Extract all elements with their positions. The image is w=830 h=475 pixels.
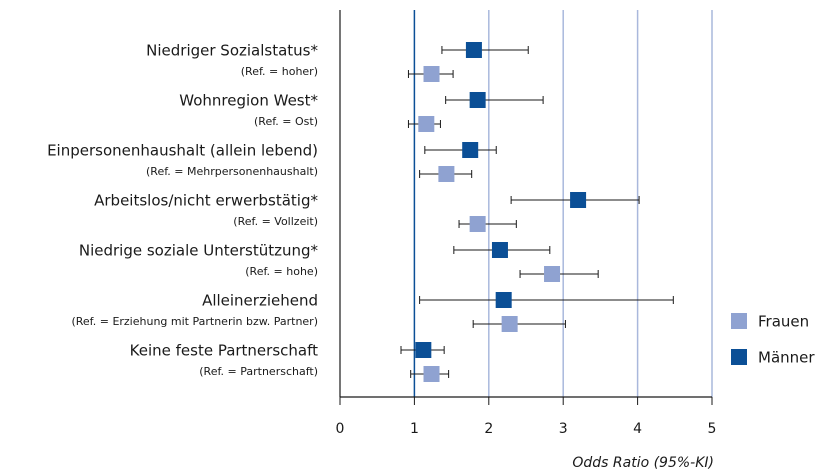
x-tick-label: 3 — [559, 421, 568, 437]
marker — [469, 92, 486, 108]
x-axis-label: Odds Ratio (95%-KI) — [572, 455, 714, 471]
marker — [491, 242, 508, 258]
marker — [438, 166, 455, 182]
marker — [495, 292, 512, 308]
category-subtitle: (Ref. = Ost) — [254, 115, 318, 128]
category-subtitle: (Ref. = Mehrpersonenhaushalt) — [146, 165, 318, 178]
category-subtitle: (Ref. = Erziehung mit Partnerin bzw. Par… — [71, 315, 318, 328]
marker — [544, 266, 561, 282]
marker — [415, 342, 432, 358]
marker — [423, 366, 440, 382]
category-label: Keine feste Partnerschaft — [130, 342, 318, 360]
marker — [462, 142, 479, 158]
category-label: Arbeitslos/nicht erwerbstätig* — [94, 192, 318, 210]
marker — [570, 192, 587, 208]
legend-swatch — [731, 349, 747, 365]
x-tick-label: 0 — [336, 421, 345, 437]
x-tick-label: 5 — [708, 421, 717, 437]
category-subtitle: (Ref. = hoher) — [241, 65, 318, 78]
marker — [469, 216, 486, 232]
x-tick-label: 4 — [633, 421, 642, 437]
marker — [465, 42, 482, 58]
x-tick-label: 2 — [484, 421, 493, 437]
marker — [501, 316, 518, 332]
marker — [418, 116, 435, 132]
category-label: Niedriger Sozialstatus* — [146, 42, 318, 60]
marker — [423, 66, 440, 82]
category-label: Einpersonenhaushalt (allein lebend) — [47, 142, 318, 160]
category-subtitle: (Ref. = Partnerschaft) — [199, 365, 318, 378]
x-tick-label: 1 — [410, 421, 419, 437]
legend-swatch — [731, 313, 747, 329]
category-label: Alleinerziehend — [202, 292, 318, 310]
category-subtitle: (Ref. = hohe) — [245, 265, 318, 278]
category-subtitle: (Ref. = Vollzeit) — [233, 215, 318, 228]
legend-label: Frauen — [758, 313, 809, 331]
category-label: Niedrige soziale Unterstützung* — [79, 242, 319, 260]
legend-label: Männer — [758, 349, 815, 367]
category-label: Wohnregion West* — [179, 92, 318, 110]
